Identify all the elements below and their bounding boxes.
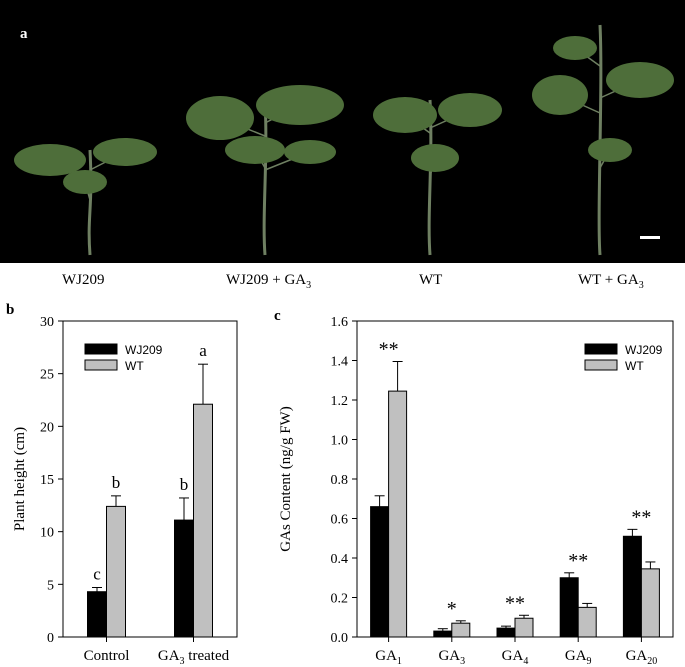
legend-label: WJ209 xyxy=(625,343,663,357)
caption-wj209-ga3: WJ209 + GA3 xyxy=(226,272,312,291)
plant-leaf xyxy=(63,170,107,194)
plant-leaf xyxy=(373,97,437,133)
bar-wt xyxy=(451,622,471,638)
y-tick-label: 30 xyxy=(40,315,54,330)
plant-leaf xyxy=(284,140,336,164)
caption-wt-ga3: WT + GA3 xyxy=(578,272,644,291)
x-tick-label: GA3 xyxy=(438,648,465,667)
y-tick-label: 0.2 xyxy=(331,592,349,607)
legend-label: WT xyxy=(125,359,144,373)
y-tick-label: 20 xyxy=(40,420,54,435)
legend-swatch xyxy=(584,343,618,355)
legend-label: WJ209 xyxy=(125,343,163,357)
y-tick-label: 1.0 xyxy=(331,434,349,449)
bar-wt xyxy=(106,505,126,638)
chart-c: 0.0 0.2 0.4 0.6 0.8 1.0 1.2 1.4 1.6 GAs Content (… xyxy=(278,315,674,667)
scale-bar xyxy=(640,236,660,239)
bar-wt xyxy=(514,617,534,638)
x-tick-label: GA3 treated xyxy=(158,648,230,667)
significance-letter: c xyxy=(93,564,101,583)
significance-letter: b xyxy=(112,473,121,492)
plant-leaf xyxy=(93,138,157,166)
caption-wt: WT xyxy=(419,272,443,288)
x-tick-label: GA4 xyxy=(502,648,529,667)
plant-leaf xyxy=(411,144,459,172)
significance-letter: b xyxy=(180,475,189,494)
legend-label: WT xyxy=(625,359,644,373)
x-tick-label: GA20 xyxy=(626,648,658,667)
plant-photo-panel: a xyxy=(0,0,685,263)
y-tick-label: 15 xyxy=(40,473,54,488)
y-axis-label: Plant height (cm) xyxy=(12,427,28,531)
significance-letter: a xyxy=(199,341,207,360)
bar-wj209 xyxy=(496,627,516,638)
y-tick-label: 10 xyxy=(40,526,54,541)
y-axis-label: GAs Content (ng/g FW) xyxy=(278,406,294,551)
bar-wj209 xyxy=(174,519,194,638)
y-tick-label: 0 xyxy=(47,631,54,646)
y-tick-label: 0.6 xyxy=(331,513,349,528)
caption-wj209: WJ209 xyxy=(62,272,105,288)
bar-wj209 xyxy=(370,506,390,638)
plant-photo-illustration: a xyxy=(0,0,685,263)
panel-c-letter: c xyxy=(274,308,281,324)
y-tick-label: 0.0 xyxy=(331,631,349,646)
x-tick-label: Control xyxy=(84,648,130,664)
chart-b: 0 5 10 15 20 25 30 Plant height (cm) Control c b GA… xyxy=(12,315,238,667)
legend-swatch xyxy=(84,359,118,371)
y-tick-label: 1.6 xyxy=(331,315,349,330)
y-tick-label: 0.8 xyxy=(331,473,349,488)
panel-b-letter: b xyxy=(6,302,14,318)
plant-stem xyxy=(87,149,93,256)
significance-stars: ** xyxy=(568,550,588,572)
plant-leaf xyxy=(606,62,674,98)
bar-wj209 xyxy=(87,591,107,638)
bar-wj209 xyxy=(433,630,453,638)
bar-wt xyxy=(388,390,408,638)
bar-wj209 xyxy=(559,577,579,638)
significance-stars: ** xyxy=(379,338,399,360)
y-tick-label: 5 xyxy=(47,578,54,593)
legend-swatch xyxy=(584,359,618,371)
plant-leaf xyxy=(14,144,86,176)
y-tick-label: 1.4 xyxy=(331,355,349,370)
plant-leaf xyxy=(532,75,588,115)
plant-leaf xyxy=(553,36,597,60)
bar-wt xyxy=(640,568,660,638)
x-tick-label: GA9 xyxy=(565,648,592,667)
plant-leaf xyxy=(225,136,285,164)
significance-stars: * xyxy=(447,598,457,620)
plant-leaf xyxy=(588,138,632,162)
plant-stem xyxy=(262,99,268,256)
y-tick-label: 0.4 xyxy=(331,552,349,567)
panel-a-letter: a xyxy=(20,26,28,42)
plant-leaf xyxy=(186,96,254,140)
significance-stars: ** xyxy=(505,592,525,614)
x-tick-label: GA1 xyxy=(375,648,402,667)
y-tick-label: 25 xyxy=(40,368,54,383)
plant-leaf xyxy=(256,85,344,125)
significance-stars: ** xyxy=(631,506,651,528)
bar-wt xyxy=(577,606,597,638)
bar-wt xyxy=(193,403,213,638)
bar-wj209 xyxy=(622,535,642,638)
y-tick-label: 1.2 xyxy=(331,394,349,409)
plant-leaf xyxy=(438,93,502,127)
legend-swatch xyxy=(84,343,118,355)
